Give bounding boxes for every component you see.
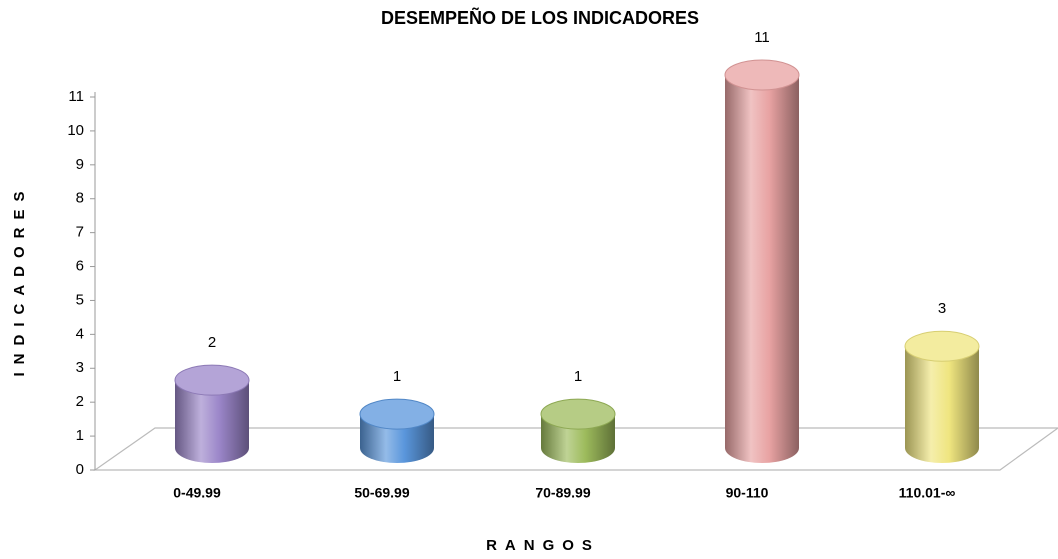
bar [359,398,435,463]
x-tick-label: 90-110 [726,485,769,501]
chart-title: DESEMPEÑO DE LOS INDICADORES [381,7,699,28]
bar-body [175,380,249,463]
bar-body [725,75,799,463]
y-tick-label: 10 [67,122,84,139]
bar-top [724,59,800,91]
x-axis-label: RANGOS [486,537,600,554]
y-tick-label: 1 [76,427,84,444]
y-axis-label: INDICADORES [11,183,28,376]
bar-top [904,330,980,362]
x-tick-label: 110.01-∞ [899,485,956,501]
bar-body [905,346,979,463]
bar [174,364,250,463]
y-tick-label: 0 [76,461,84,478]
bar [540,398,616,463]
y-tick-label: 8 [76,190,84,207]
y-tick-label: 6 [76,258,84,275]
data-label: 3 [938,300,946,317]
y-tick-label: 11 [68,88,84,105]
x-tick-label: 0-49.99 [173,485,221,501]
x-tick-label: 70-89.99 [535,485,590,501]
bar-top [540,398,616,430]
bar [904,330,980,463]
data-label: 2 [208,334,216,351]
y-tick-label: 9 [76,156,84,173]
x-tick-label: 50-69.99 [354,485,409,501]
y-tick-label: 7 [76,224,84,241]
bar-top [359,398,435,430]
data-label: 1 [393,368,401,385]
y-tick-label: 4 [76,325,84,342]
bar [724,59,800,463]
data-label: 11 [754,29,770,46]
y-tick-label: 5 [76,291,84,308]
data-label: 1 [574,368,582,385]
bar-top [174,364,250,396]
y-tick-label: 2 [76,393,84,410]
y-tick-label: 3 [76,359,84,376]
